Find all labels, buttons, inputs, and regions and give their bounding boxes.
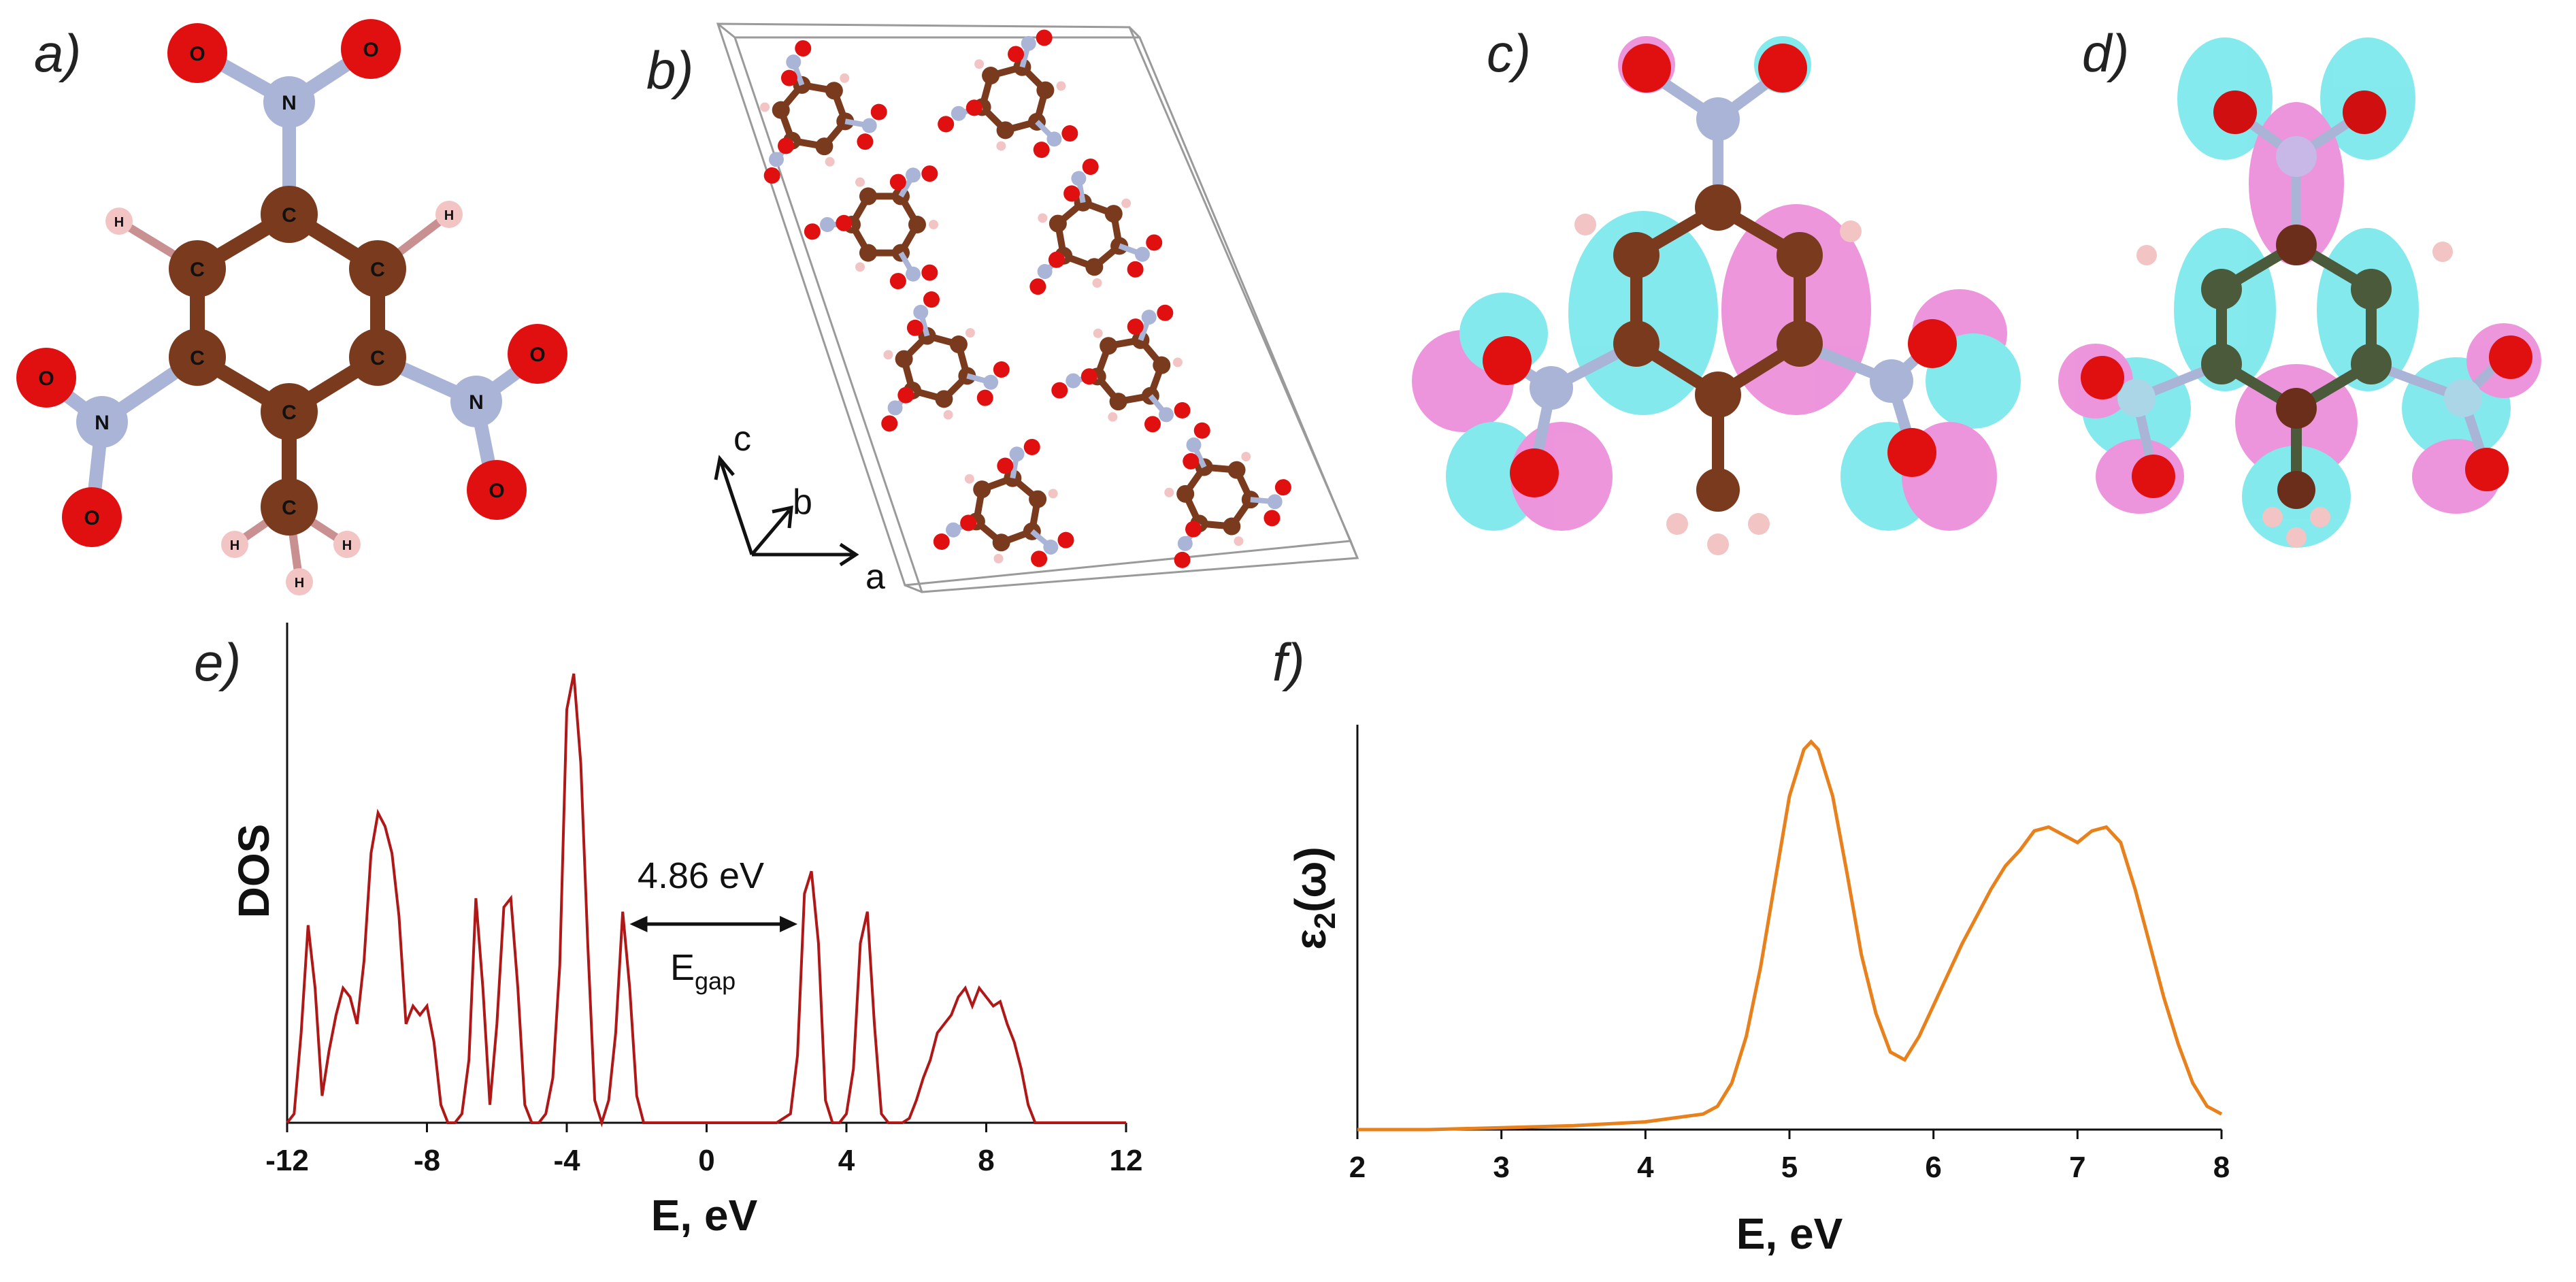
panel-label-e: e) bbox=[194, 632, 241, 692]
carbon-atom: C bbox=[349, 329, 406, 386]
eps-x-tick-label: 6 bbox=[1925, 1151, 1941, 1184]
gap-annotation: 4.86 eV Egap bbox=[629, 855, 798, 995]
crystal-molecule bbox=[933, 438, 1074, 568]
oxygen-atom: O bbox=[467, 460, 527, 520]
nitrogen-atom: N bbox=[263, 76, 315, 128]
panel-label-f: f) bbox=[1272, 632, 1305, 692]
svg-text:H: H bbox=[230, 538, 240, 553]
oxygen-atom: O bbox=[341, 19, 401, 79]
svg-text:H: H bbox=[114, 215, 124, 230]
crystal-molecule bbox=[760, 40, 887, 184]
svg-text:C: C bbox=[282, 497, 297, 519]
orbital-molecule-d bbox=[2081, 91, 2532, 548]
svg-text:H: H bbox=[444, 208, 454, 223]
svg-text:O: O bbox=[489, 480, 504, 502]
nitrogen-atom: N bbox=[450, 376, 502, 427]
orbital-molecule-c bbox=[1483, 44, 1957, 555]
dos-series-line bbox=[286, 673, 1126, 1128]
gap-arrow-head-left bbox=[629, 916, 648, 932]
crystal-molecule bbox=[881, 291, 1010, 432]
eps-x-tick-label: 4 bbox=[1637, 1151, 1654, 1184]
oxygen-atom: O bbox=[167, 23, 227, 83]
hydrogen-atom: H bbox=[221, 531, 248, 558]
dos-x-tick-label: 12 bbox=[1110, 1144, 1143, 1177]
eps-x-tick-label: 3 bbox=[1493, 1151, 1509, 1184]
oxygen-atom: O bbox=[16, 348, 76, 408]
panel-d: d) bbox=[2058, 23, 2541, 548]
crystal-molecule bbox=[804, 165, 938, 290]
eps-y-axis-title: ε2(ω) bbox=[1286, 847, 1342, 950]
crystal-molecule bbox=[938, 29, 1078, 159]
oxygen-atom: O bbox=[508, 324, 567, 384]
hydrogen-atom: H bbox=[286, 568, 313, 595]
axes-indicator bbox=[714, 455, 859, 567]
carbon-atom: C bbox=[349, 240, 406, 297]
hydrogen-atom: H bbox=[105, 208, 133, 235]
crystal-molecule bbox=[1051, 304, 1191, 433]
panel-a: a) C C bbox=[16, 19, 567, 595]
carbon-atom: C bbox=[169, 240, 226, 297]
nitrogen-atom: N bbox=[76, 396, 128, 448]
panel-f: f) 2 3 4 5 6 7 8 ε2(ω) E, eV bbox=[1272, 632, 2230, 1258]
dos-x-tick-label: 8 bbox=[978, 1144, 994, 1177]
panel-c: c) bbox=[1412, 23, 2021, 555]
dos-x-axis-title: E, eV bbox=[651, 1191, 758, 1240]
carbon-atom: C bbox=[261, 186, 318, 243]
svg-text:O: O bbox=[84, 507, 99, 529]
gap-value-label: 4.86 eV bbox=[638, 855, 764, 896]
panel-label-d: d) bbox=[2082, 23, 2129, 83]
hydrogen-atom: H bbox=[333, 531, 361, 558]
svg-text:O: O bbox=[189, 43, 205, 65]
panel-label-a: a) bbox=[34, 23, 81, 83]
eps-series-line bbox=[1357, 739, 2223, 1132]
carbon-atom: C bbox=[261, 383, 318, 440]
svg-text:C: C bbox=[282, 401, 297, 424]
panel-b: b) a b c bbox=[646, 22, 1359, 597]
hydrogen-atom: H bbox=[435, 201, 463, 228]
axis-letter-a: a bbox=[865, 557, 885, 597]
crystal-molecule bbox=[1164, 422, 1291, 568]
svg-text:N: N bbox=[95, 412, 110, 434]
dos-x-tick-label: 0 bbox=[698, 1144, 714, 1177]
dos-ticks: -12 -8 -4 0 4 8 12 bbox=[265, 1123, 1142, 1177]
svg-text:C: C bbox=[190, 347, 205, 369]
eps-x-tick-label: 8 bbox=[2213, 1151, 2230, 1184]
axis-letter-b: b bbox=[793, 482, 812, 522]
dos-y-axis-title: DOS bbox=[229, 824, 278, 919]
eps-x-axis-title: E, eV bbox=[1736, 1209, 1843, 1258]
dos-x-tick-label: -4 bbox=[553, 1144, 580, 1177]
oxygen-atom: O bbox=[62, 487, 122, 547]
svg-text:O: O bbox=[529, 344, 545, 366]
svg-text:O: O bbox=[363, 39, 378, 61]
svg-text:O: O bbox=[38, 367, 54, 390]
eps-x-tick-label: 7 bbox=[2069, 1151, 2085, 1184]
dos-x-tick-label: -12 bbox=[265, 1144, 309, 1177]
panel-label-c: c) bbox=[1487, 23, 1531, 83]
dos-x-tick-label: -8 bbox=[414, 1144, 440, 1177]
axis-letter-c: c bbox=[733, 419, 751, 459]
svg-text:H: H bbox=[295, 576, 304, 591]
crystal-molecules bbox=[760, 29, 1291, 568]
gap-arrow-head-right bbox=[780, 916, 798, 932]
svg-text:C: C bbox=[370, 259, 385, 281]
eps-ticks: 2 3 4 5 6 7 8 bbox=[1349, 1130, 2230, 1184]
unit-cell bbox=[716, 22, 1359, 593]
panel-label-b: b) bbox=[646, 40, 693, 100]
svg-text:N: N bbox=[282, 92, 297, 114]
svg-text:C: C bbox=[190, 259, 205, 281]
eps-x-tick-label: 2 bbox=[1349, 1151, 1366, 1184]
panel-e: e) -12 -8 -4 0 4 8 12 DOS E, eV 4.86 eV Egap bbox=[194, 623, 1142, 1240]
carbon-atom: C bbox=[169, 329, 226, 386]
svg-text:N: N bbox=[469, 391, 484, 414]
crystal-molecule bbox=[1029, 159, 1163, 295]
svg-text:H: H bbox=[342, 538, 352, 553]
eps-x-tick-label: 5 bbox=[1781, 1151, 1798, 1184]
dos-x-tick-label: 4 bbox=[838, 1144, 855, 1177]
carbon-atom: C bbox=[261, 478, 318, 536]
gap-symbol-label: Egap bbox=[670, 947, 736, 995]
svg-text:C: C bbox=[282, 204, 297, 227]
svg-text:C: C bbox=[370, 347, 385, 369]
